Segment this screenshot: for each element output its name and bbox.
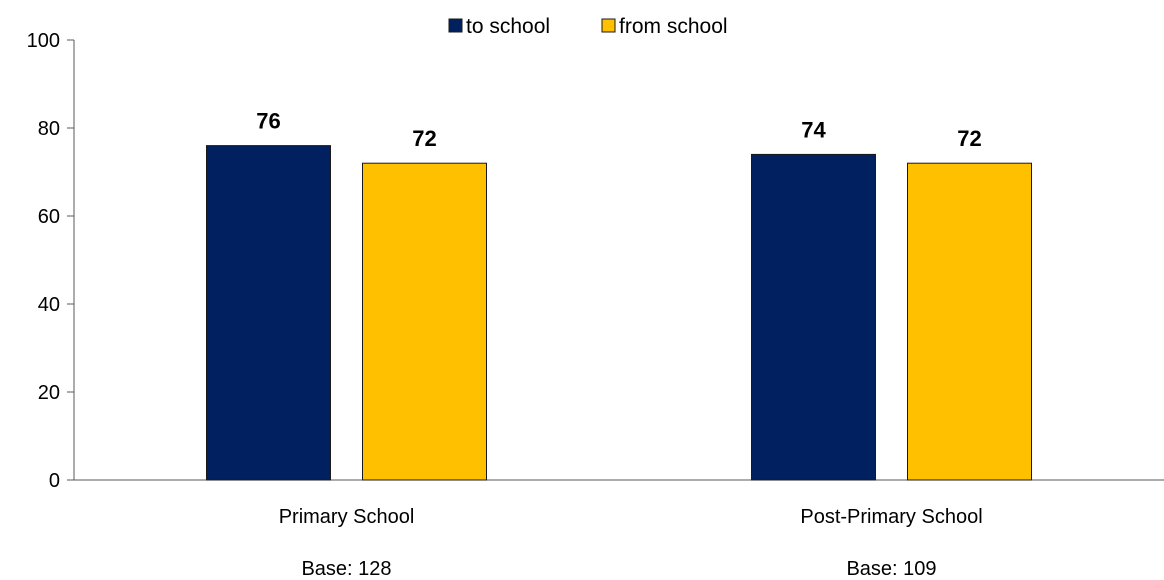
category-label: Post-Primary School: [800, 506, 982, 528]
y-tick-label: 20: [38, 382, 60, 404]
data-label: 74: [801, 117, 826, 142]
legend-label: to school: [466, 15, 550, 38]
y-tick-label: 40: [38, 294, 60, 316]
bar-from-school-1: [907, 162, 1032, 481]
legend-swatch-0: [448, 18, 463, 33]
bar-to-school-0: [206, 145, 331, 481]
legend-swatch-1: [601, 18, 616, 33]
category-base-label: Base: 109: [846, 558, 936, 580]
data-label: 72: [957, 126, 981, 151]
data-label: 76: [256, 109, 280, 134]
data-label: 72: [412, 126, 436, 151]
y-tick-label: 100: [27, 30, 60, 52]
bar-to-school-1: [751, 153, 876, 481]
category-base-label: Base: 128: [301, 558, 391, 580]
y-tick-label: 60: [38, 206, 60, 228]
y-tick-label: 80: [38, 118, 60, 140]
category-label: Primary School: [279, 506, 415, 528]
y-tick-label: 0: [49, 470, 60, 492]
bar-from-school-0: [362, 162, 487, 481]
legend-label: from school: [619, 15, 728, 38]
